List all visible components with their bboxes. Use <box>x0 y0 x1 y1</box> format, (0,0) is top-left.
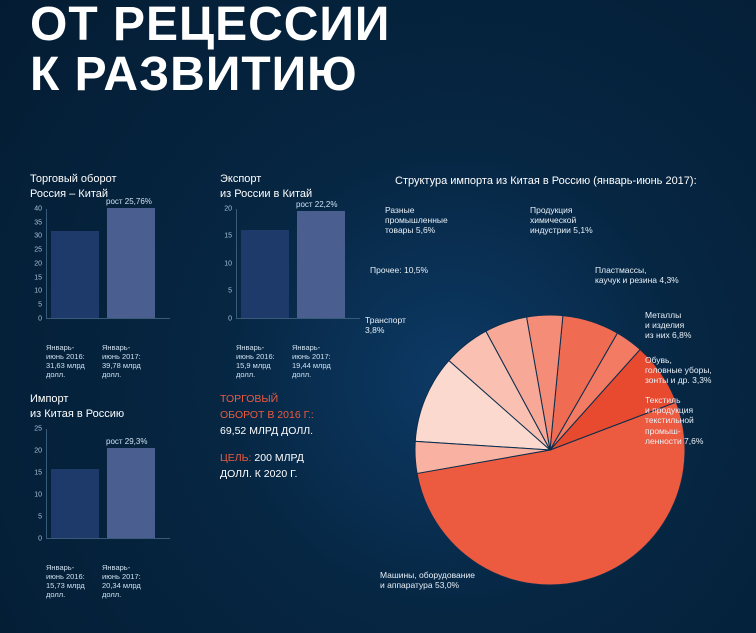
chart3-title: Импорт из Китая в Россию <box>30 392 180 423</box>
pie-title: Структура импорта из Китая в Россию (янв… <box>395 175 697 187</box>
bar-label: Январь-июнь 2017:39,78 млрддолл. <box>102 343 158 379</box>
pie-slice-label: Разныепромышленныетовары 5,6% <box>385 205 448 236</box>
pie-slice-label: Машины, оборудованиеи аппаратура 53,0% <box>380 570 475 590</box>
chart2-bars: 05101520 рост 22,2% Январь-июнь 2016:15,… <box>220 209 360 339</box>
pie-slice-label: Транспорт3,8% <box>365 315 406 335</box>
bar <box>241 230 289 317</box>
pie-chart <box>405 305 695 600</box>
pie-slice-label: Продукцияхимическойиндустрии 5,1% <box>530 205 593 236</box>
bar <box>107 448 155 537</box>
bar <box>51 469 99 538</box>
pie-slice-label: Пластмассы,каучук и резина 4,3% <box>595 265 679 285</box>
info-block: ТОРГОВЫЙ ОБОРОТ В 2016 Г.: 69,52 МЛРД ДО… <box>220 392 314 483</box>
bar-label: Январь-июнь 2017:19,44 млрддолл. <box>292 343 348 379</box>
bar <box>297 211 345 318</box>
bar-label: Январь-июнь 2017:20,34 млрддолл. <box>102 563 158 599</box>
chart1-bars: 0510152025303540 рост 25,76% Январь-июнь… <box>30 209 170 339</box>
chart1-title: Торговый оборот Россия – Китай <box>30 172 180 203</box>
pie-slice-label: Текстильи продукциятекстильнойпромыш-лен… <box>645 395 703 446</box>
chart-import: Импорт из Китая в Россию 0510152025 рост… <box>30 392 180 559</box>
bar-label: Январь-июнь 2016:31,63 млрддолл. <box>46 343 102 379</box>
title-line1: ОТ РЕЦЕССИИ <box>30 0 390 50</box>
pie-slice-label: Прочее: 10,5% <box>370 265 428 275</box>
chart2-title: Экспорт из России в Китай <box>220 172 370 203</box>
pie-section: Структура импорта из Китая в Россию (янв… <box>395 175 697 195</box>
pie-slice-label: Металлыи изделияиз них 6,8% <box>645 310 691 341</box>
chart-trade-turnover: Торговый оборот Россия – Китай 051015202… <box>30 172 180 339</box>
title-line2: К РАЗВИТИЮ <box>30 50 390 100</box>
chart-export: Экспорт из России в Китай 05101520 рост … <box>220 172 370 339</box>
pie-slice-label: Обувь,головные уборы,зонты и др. 3,3% <box>645 355 712 386</box>
bar-label: Январь-июнь 2016:15,9 млрддолл. <box>236 343 292 379</box>
bar-label: Январь-июнь 2016:15,73 млрддолл. <box>46 563 102 599</box>
bar <box>51 231 99 318</box>
chart3-bars: 0510152025 рост 29,3% Январь-июнь 2016:1… <box>30 429 170 559</box>
main-title: ОТ РЕЦЕССИИ К РАЗВИТИЮ <box>30 0 390 101</box>
bar <box>107 208 155 317</box>
